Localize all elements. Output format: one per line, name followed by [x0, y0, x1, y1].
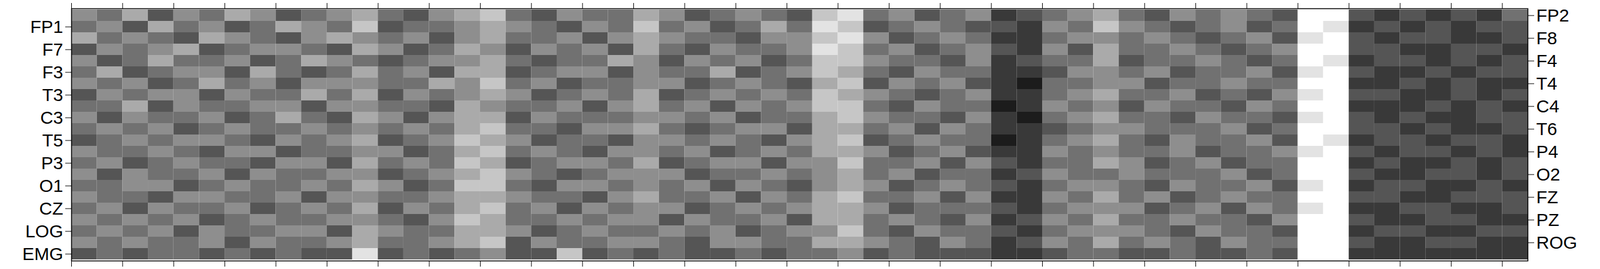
svg-text:O2: O2 — [1536, 164, 1561, 185]
svg-text:O1: O1 — [38, 175, 63, 196]
svg-text:C4: C4 — [1536, 96, 1560, 117]
svg-text:F4: F4 — [1536, 50, 1558, 71]
svg-text:P4: P4 — [1536, 141, 1559, 162]
svg-text:F7: F7 — [41, 39, 63, 60]
svg-text:ROG: ROG — [1536, 232, 1578, 253]
svg-text:F3: F3 — [41, 62, 63, 83]
svg-text:F8: F8 — [1536, 28, 1558, 48]
svg-text:C3: C3 — [40, 107, 63, 128]
svg-text:P3: P3 — [41, 153, 64, 173]
svg-text:FZ: FZ — [1536, 187, 1559, 208]
svg-text:FP2: FP2 — [1536, 5, 1570, 26]
svg-text:EMG: EMG — [22, 244, 63, 264]
svg-text:T5: T5 — [41, 130, 63, 151]
svg-text:LOG: LOG — [25, 221, 63, 242]
svg-text:T4: T4 — [1536, 73, 1558, 94]
svg-text:FP1: FP1 — [29, 16, 63, 37]
svg-text:T3: T3 — [41, 84, 63, 105]
svg-text:CZ: CZ — [39, 198, 64, 219]
svg-text:T6: T6 — [1536, 119, 1558, 139]
svg-text:PZ: PZ — [1536, 210, 1560, 230]
